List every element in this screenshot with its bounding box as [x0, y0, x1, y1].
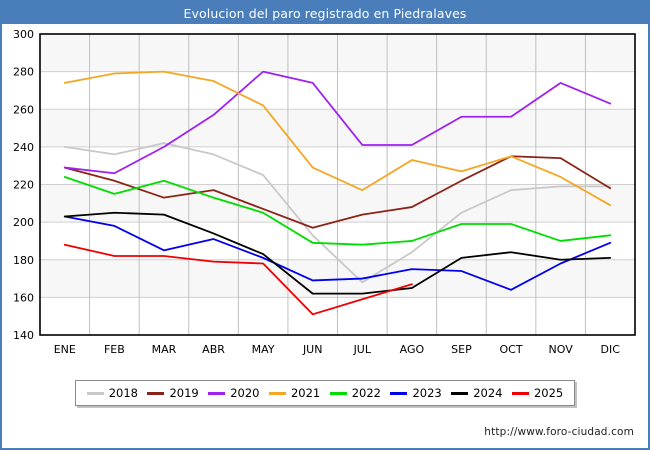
legend-item-label: 2022: [351, 386, 382, 400]
series-line-2021[interactable]: [63, 70, 612, 207]
x-axis-tick-label: JUL: [353, 343, 372, 356]
legend-item-label: 2025: [533, 386, 564, 400]
plot-frame: [39, 33, 636, 336]
x-axis-tick-label: MAY: [252, 343, 275, 356]
y-axis-tick-label: 260: [13, 103, 34, 116]
x-axis-tick-label: FEB: [104, 343, 125, 356]
legend-swatch-icon: [208, 391, 226, 395]
series-line-2023[interactable]: [63, 215, 612, 291]
chart-legend: 2018 2019 2020 2021 2022 2023 2024 2025: [75, 380, 575, 406]
legend-item-label: 2018: [108, 386, 139, 400]
y-axis-tick-label: 180: [13, 254, 34, 267]
x-axis-tick-label: OCT: [500, 343, 523, 356]
legend-item-2021[interactable]: 2021: [268, 386, 321, 400]
line-chart: 140 160 180 200 220 240 260 280 300 ENE FEB MAR ABR M…: [13, 28, 636, 356]
series-line-2025[interactable]: [63, 243, 413, 316]
page-title: Evolucion del paro registrado en Piedral…: [183, 5, 467, 21]
legend-item-2020[interactable]: 2020: [208, 386, 260, 400]
x-axis-tick-label: NOV: [549, 343, 574, 356]
y-axis-tick-label: 300: [13, 28, 34, 41]
x-axis-tick-label: AGO: [400, 343, 425, 356]
x-axis-tick-label: JUN: [302, 343, 323, 356]
y-axis-tick-label: 240: [13, 141, 34, 154]
x-axis-tick-label: ENE: [54, 343, 76, 356]
series-line-2020[interactable]: [63, 70, 612, 175]
y-axis-tick-label: 220: [13, 179, 34, 192]
legend-item-label: 2024: [473, 386, 503, 400]
legend-item-2019[interactable]: 2019: [147, 386, 199, 400]
legend-item-2023[interactable]: 2023: [390, 386, 442, 400]
window-title-bar: Evolucion del paro registrado en Piedral…: [2, 2, 648, 24]
source-url: http://www.foro-ciudad.com: [484, 426, 634, 438]
legend-item-label: 2020: [230, 386, 260, 400]
legend-swatch-icon: [329, 391, 347, 395]
legend-swatch-icon: [511, 391, 529, 395]
legend-item-label: 2021: [290, 386, 321, 400]
legend-swatch-icon: [268, 391, 286, 395]
y-axis-tick-label: 160: [13, 291, 34, 304]
series-line-2024[interactable]: [63, 211, 612, 295]
legend-item-label: 2019: [169, 386, 199, 400]
series-line-2018[interactable]: [63, 142, 612, 284]
y-axis-tick-label: 200: [13, 216, 34, 229]
plot-area: 140 160 180 200 220 240 260 280 300 ENE FEB MAR ABR M…: [2, 24, 648, 364]
legend-swatch-icon: [390, 391, 408, 395]
y-axis-tick-label: 280: [13, 66, 34, 79]
series-line-2022[interactable]: [63, 176, 612, 246]
series-line-2019[interactable]: [63, 155, 612, 229]
x-axis-tick-label: DIC: [601, 343, 621, 356]
legend-swatch-icon: [451, 391, 469, 395]
x-axis-tick-label: MAR: [152, 343, 177, 356]
legend-item-label: 2023: [412, 386, 442, 400]
legend-item-2025[interactable]: 2025: [511, 386, 564, 400]
legend-item-2022[interactable]: 2022: [329, 386, 382, 400]
legend-swatch-icon: [147, 391, 165, 395]
legend-item-2018[interactable]: 2018: [86, 386, 139, 400]
x-axis-tick-label: SEP: [451, 343, 472, 356]
y-axis-tick-label: 140: [13, 329, 34, 342]
x-axis-tick-label: ABR: [202, 343, 225, 356]
legend-item-2024[interactable]: 2024: [451, 386, 503, 400]
legend-swatch-icon: [86, 391, 104, 395]
